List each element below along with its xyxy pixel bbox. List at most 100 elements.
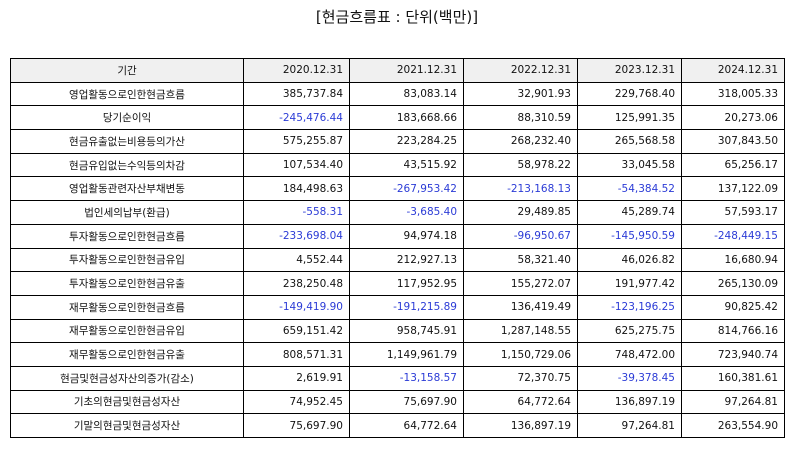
table-cell: -96,950.67 xyxy=(463,223,578,249)
row-label: 투자활동으로인한현금유입 xyxy=(10,247,244,273)
table-row: 재무활동으로인한현금유입 659,151.42 958,745.91 1,287,14… xyxy=(10,318,785,344)
table-cell: 88,310.59 xyxy=(463,105,578,131)
table-cell: 75,697.90 xyxy=(243,413,350,438)
table-cell: 808,571.31 xyxy=(243,342,350,367)
table-cell: 125,991.35 xyxy=(577,105,682,131)
row-label: 재무활동으로인한현금유입 xyxy=(10,318,244,344)
table-cell: -233,698.04 xyxy=(243,223,350,249)
row-label: 현금유입없는수익등의차감 xyxy=(10,152,244,178)
table-cell: -191,215.89 xyxy=(349,294,464,320)
table-row: 영업활동관련자산부채변동 184,498.63 -267,953.42 -213,16… xyxy=(10,176,785,202)
row-label: 기말의현금및현금성자산 xyxy=(10,413,244,438)
column-header-date: 2021.12.31 xyxy=(349,58,464,83)
row-label: 재무활동으로인한현금흐름 xyxy=(10,294,244,320)
table-cell: -39,378.45 xyxy=(577,365,682,391)
table-cell: 160,381.61 xyxy=(681,365,785,391)
table-cell: -213,168.13 xyxy=(463,176,578,202)
table-row: 투자활동으로인한현금유입 4,552.44 212,927.13 58,321.40 4… xyxy=(10,247,785,273)
table-cell: 385,737.84 xyxy=(243,81,350,107)
table-cell: 265,568.58 xyxy=(577,129,682,154)
table-cell: 74,952.45 xyxy=(243,389,350,415)
table-cell: 46,026.82 xyxy=(577,247,682,273)
row-label: 당기순이익 xyxy=(10,105,244,131)
table-row: 현금유출없는비용등의가산 575,255.87 223,284.25 268,232.… xyxy=(10,129,785,154)
table-cell: 958,745.91 xyxy=(349,318,464,344)
table-cell: 107,534.40 xyxy=(243,152,350,178)
table-cell: 64,772.64 xyxy=(463,389,578,415)
table-cell: 33,045.58 xyxy=(577,152,682,178)
page-title: [현금흐름표 : 단위(백만)] xyxy=(315,8,479,26)
table-cell: -145,950.59 xyxy=(577,223,682,249)
table-body: 영업활동으로인한현금흐름 385,737.84 83,083.14 32,901.93… xyxy=(10,81,785,438)
table-cell: 29,489.85 xyxy=(463,200,578,225)
table-cell: 58,321.40 xyxy=(463,247,578,273)
table-cell: -245,476.44 xyxy=(243,105,350,131)
table-cell: 184,498.63 xyxy=(243,176,350,202)
header-row: 기간 2020.12.31 2021.12.31 2022.12.31 2023.12.… xyxy=(10,58,785,83)
table-cell: 43,515.92 xyxy=(349,152,464,178)
cash-flow-table: 기간 2020.12.31 2021.12.31 2022.12.31 2023.12.… xyxy=(10,58,785,438)
table-cell: 4,552.44 xyxy=(243,247,350,273)
table-cell: 263,554.90 xyxy=(681,413,785,438)
table-cell: 75,697.90 xyxy=(349,389,464,415)
table-row: 법인세의납부(환급) -558.31 -3,685.40 29,489.85 45,28… xyxy=(10,200,785,225)
table-cell: 625,275.75 xyxy=(577,318,682,344)
table-cell: 72,370.75 xyxy=(463,365,578,391)
row-label: 기초의현금및현금성자산 xyxy=(10,389,244,415)
table-row: 당기순이익 -245,476.44 183,668.66 88,310.59 125,9… xyxy=(10,105,785,131)
column-header-period: 기간 xyxy=(10,58,244,83)
row-label: 영업활동으로인한현금흐름 xyxy=(10,81,244,107)
table-cell: 97,264.81 xyxy=(681,389,785,415)
table-cell: 659,151.42 xyxy=(243,318,350,344)
table-cell: 1,150,729.06 xyxy=(463,342,578,367)
table-cell: 83,083.14 xyxy=(349,81,464,107)
table-row: 현금및현금성자산의증가(감소) 2,619.91 -13,158.57 72,370.… xyxy=(10,365,785,391)
row-label: 영업활동관련자산부채변동 xyxy=(10,176,244,202)
table-row: 투자활동으로인한현금유출 238,250.48 117,952.95 155,272.… xyxy=(10,271,785,296)
table-cell: 94,974.18 xyxy=(349,223,464,249)
table-cell: 58,978.22 xyxy=(463,152,578,178)
table-row: 투자활동으로인한현금흐름 -233,698.04 94,974.18 -96,950.… xyxy=(10,223,785,249)
table-cell: 97,264.81 xyxy=(577,413,682,438)
table-row: 기말의현금및현금성자산 75,697.90 64,772.64 136,897.19 9… xyxy=(10,413,785,438)
row-label: 법인세의납부(환급) xyxy=(10,200,244,225)
table-cell: 229,768.40 xyxy=(577,81,682,107)
table-cell: 575,255.87 xyxy=(243,129,350,154)
table-cell: 90,825.42 xyxy=(681,294,785,320)
column-header-date: 2022.12.31 xyxy=(463,58,578,83)
table-cell: -54,384.52 xyxy=(577,176,682,202)
table-row: 현금유입없는수익등의차감 107,534.40 43,515.92 58,978.22… xyxy=(10,152,785,178)
table-cell: 1,287,148.55 xyxy=(463,318,578,344)
table-cell: -267,953.42 xyxy=(349,176,464,202)
table-cell: 136,419.49 xyxy=(463,294,578,320)
table-cell: 155,272.07 xyxy=(463,271,578,296)
table-cell: 45,289.74 xyxy=(577,200,682,225)
table-cell: 223,284.25 xyxy=(349,129,464,154)
column-header-date: 2020.12.31 xyxy=(243,58,350,83)
table-cell: 2,619.91 xyxy=(243,365,350,391)
row-label: 재무활동으로인한현금유출 xyxy=(10,342,244,367)
table-cell: 307,843.50 xyxy=(681,129,785,154)
table-cell: 32,901.93 xyxy=(463,81,578,107)
table-row: 재무활동으로인한현금유출 808,571.31 1,149,961.79 1,150,… xyxy=(10,342,785,367)
table-cell: 137,122.09 xyxy=(681,176,785,202)
table-cell: -248,449.15 xyxy=(681,223,785,249)
table-cell: 57,593.17 xyxy=(681,200,785,225)
column-header-date: 2023.12.31 xyxy=(577,58,682,83)
table-cell: -13,158.57 xyxy=(349,365,464,391)
table-cell: 64,772.64 xyxy=(349,413,464,438)
table-cell: 814,766.16 xyxy=(681,318,785,344)
table-cell: 318,005.33 xyxy=(681,81,785,107)
table-cell: 723,940.74 xyxy=(681,342,785,367)
table-cell: 117,952.95 xyxy=(349,271,464,296)
table-row: 기초의현금및현금성자산 74,952.45 75,697.90 64,772.64 13… xyxy=(10,389,785,415)
table-cell: 191,977.42 xyxy=(577,271,682,296)
table-cell: 748,472.00 xyxy=(577,342,682,367)
row-label: 현금및현금성자산의증가(감소) xyxy=(10,365,244,391)
table-row: 재무활동으로인한현금흐름 -149,419.90 -191,215.89 136,41… xyxy=(10,294,785,320)
table-cell: 136,897.19 xyxy=(463,413,578,438)
row-label: 투자활동으로인한현금유출 xyxy=(10,271,244,296)
table-cell: 65,256.17 xyxy=(681,152,785,178)
table-cell: 20,273.06 xyxy=(681,105,785,131)
table-cell: -149,419.90 xyxy=(243,294,350,320)
